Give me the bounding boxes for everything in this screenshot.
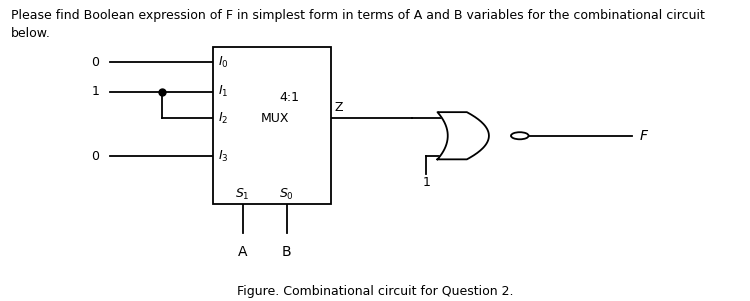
Text: A: A	[238, 245, 248, 259]
Text: $I_0$: $I_0$	[218, 54, 229, 70]
Text: Please find Boolean expression of F in simplest form in terms of A and B variabl: Please find Boolean expression of F in s…	[11, 9, 705, 40]
Text: MUX: MUX	[261, 112, 290, 125]
Text: $I_2$: $I_2$	[218, 110, 229, 126]
Text: $I_3$: $I_3$	[218, 149, 229, 164]
Polygon shape	[437, 112, 489, 159]
Text: $S_1$: $S_1$	[236, 187, 250, 202]
Text: 0: 0	[92, 150, 99, 163]
Text: F: F	[640, 129, 647, 143]
Circle shape	[511, 132, 529, 139]
Text: $I_1$: $I_1$	[218, 84, 229, 99]
Text: $S_0$: $S_0$	[279, 187, 294, 202]
Text: Z: Z	[334, 101, 343, 113]
Text: B: B	[282, 245, 292, 259]
Text: 1: 1	[92, 85, 99, 98]
Text: 1: 1	[422, 175, 430, 188]
Text: 4:1: 4:1	[280, 91, 299, 104]
Text: Figure. Combinational circuit for Question 2.: Figure. Combinational circuit for Questi…	[237, 285, 513, 298]
Bar	[213, 47, 331, 203]
Text: 0: 0	[92, 55, 99, 69]
